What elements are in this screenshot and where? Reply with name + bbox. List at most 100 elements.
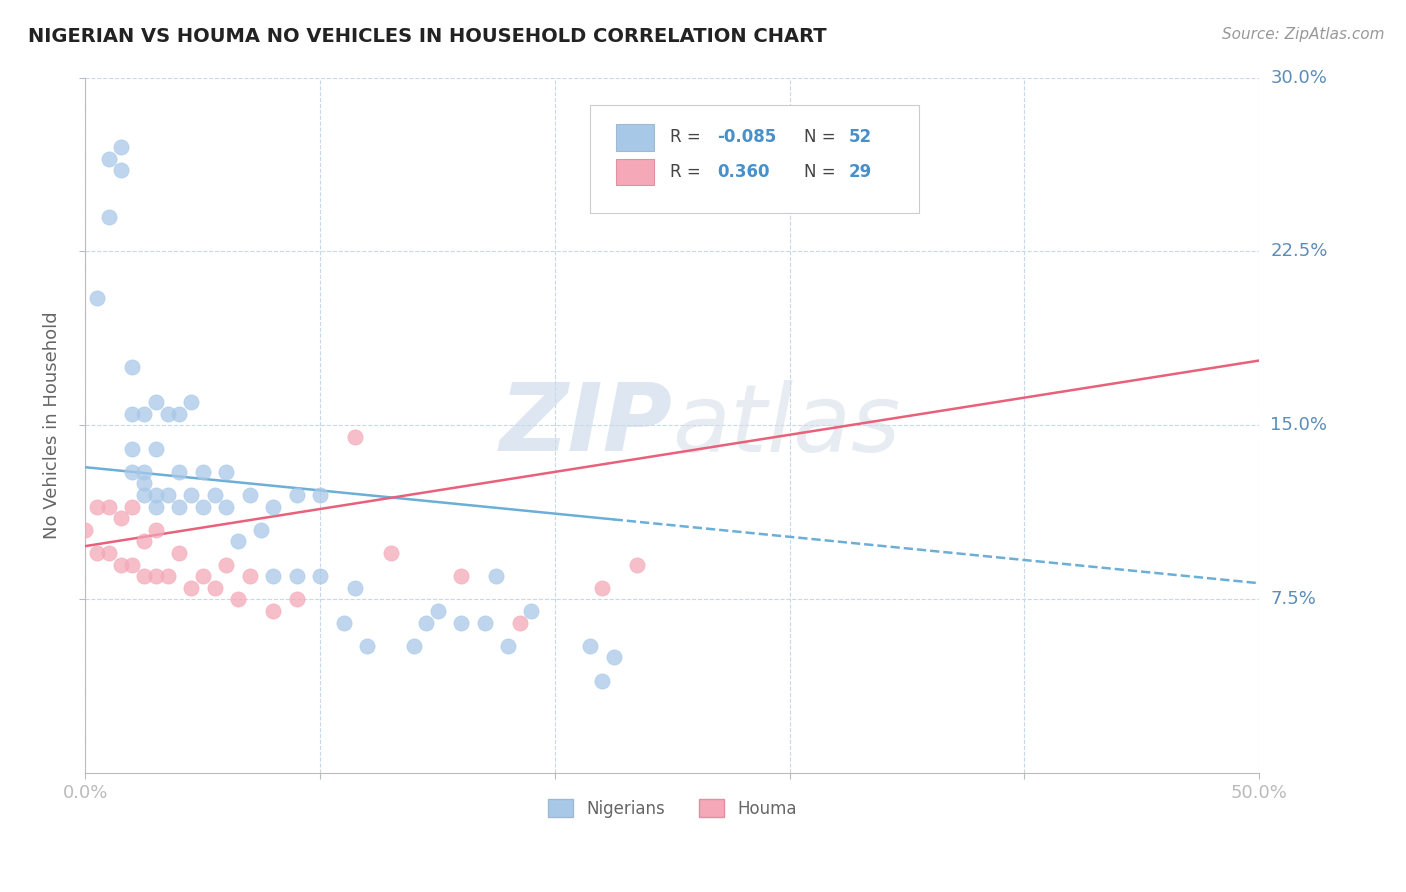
Point [97, 152, 120, 166]
Point [121, 360, 143, 375]
Point [496, 639, 519, 653]
Text: 22.5%: 22.5% [1271, 243, 1327, 260]
Point [121, 558, 143, 572]
Point [145, 523, 167, 537]
Text: N =: N = [804, 163, 841, 181]
Point [380, 546, 402, 560]
Point [485, 569, 508, 583]
Point [215, 500, 238, 514]
Text: 29: 29 [848, 163, 872, 181]
Point [450, 615, 472, 630]
Bar [616, 124, 654, 151]
Text: R =: R = [671, 163, 706, 181]
Bar [616, 159, 654, 186]
Point [169, 500, 191, 514]
Legend: Nigerians, Houma: Nigerians, Houma [541, 793, 803, 824]
Point [204, 581, 226, 595]
Point [309, 488, 332, 502]
Point [145, 569, 167, 583]
Point [110, 558, 132, 572]
Point [239, 569, 262, 583]
Point [110, 140, 132, 154]
Point [191, 465, 214, 479]
Point [75, 523, 97, 537]
Point [97, 500, 120, 514]
Point [404, 639, 426, 653]
Text: NIGERIAN VS HOUMA NO VEHICLES IN HOUSEHOLD CORRELATION CHART: NIGERIAN VS HOUMA NO VEHICLES IN HOUSEHO… [28, 27, 827, 45]
Point [285, 569, 308, 583]
Point [474, 615, 496, 630]
Text: 30.0%: 30.0% [1271, 69, 1327, 87]
Point [602, 650, 624, 665]
Point [145, 395, 167, 409]
Text: R =: R = [671, 128, 706, 146]
Point [134, 407, 156, 421]
Point [509, 615, 531, 630]
Text: 52: 52 [848, 128, 872, 146]
Point [226, 592, 249, 607]
Text: Source: ZipAtlas.com: Source: ZipAtlas.com [1222, 27, 1385, 42]
Point [134, 476, 156, 491]
Point [86, 500, 108, 514]
Point [180, 581, 202, 595]
Point [591, 581, 613, 595]
Point [169, 465, 191, 479]
Point [121, 442, 143, 456]
Point [426, 604, 449, 618]
Point [97, 210, 120, 224]
Point [156, 488, 179, 502]
Point [169, 407, 191, 421]
Point [180, 395, 202, 409]
Point [110, 511, 132, 525]
FancyBboxPatch shape [591, 105, 920, 213]
Point [591, 673, 613, 688]
Point [250, 523, 273, 537]
Point [86, 291, 108, 305]
Point [145, 442, 167, 456]
Point [520, 604, 543, 618]
Point [204, 488, 226, 502]
Point [285, 488, 308, 502]
Point [121, 465, 143, 479]
Point [134, 534, 156, 549]
Point [97, 546, 120, 560]
Point [285, 592, 308, 607]
Point [134, 488, 156, 502]
Point [110, 163, 132, 178]
Point [180, 488, 202, 502]
Text: -0.085: -0.085 [717, 128, 776, 146]
Point [309, 569, 332, 583]
Point [145, 500, 167, 514]
Point [356, 639, 378, 653]
Point [262, 500, 284, 514]
Point [191, 500, 214, 514]
Point [156, 407, 179, 421]
Point [134, 465, 156, 479]
Point [415, 615, 437, 630]
Point [579, 639, 602, 653]
Point [215, 465, 238, 479]
Text: ZIP: ZIP [499, 379, 672, 472]
Point [169, 546, 191, 560]
Point [156, 569, 179, 583]
Y-axis label: No Vehicles in Household: No Vehicles in Household [44, 311, 60, 540]
Text: N =: N = [804, 128, 841, 146]
Point [191, 569, 214, 583]
Point [215, 558, 238, 572]
Point [450, 569, 472, 583]
Point [262, 604, 284, 618]
Point [134, 569, 156, 583]
Text: atlas: atlas [672, 380, 901, 471]
Text: 15.0%: 15.0% [1271, 417, 1327, 434]
Point [86, 546, 108, 560]
Text: 7.5%: 7.5% [1271, 591, 1316, 608]
Point [239, 488, 262, 502]
Point [145, 488, 167, 502]
Point [121, 407, 143, 421]
Point [626, 558, 648, 572]
Point [344, 581, 367, 595]
Point [226, 534, 249, 549]
Point [121, 500, 143, 514]
Point [262, 569, 284, 583]
Point [332, 615, 354, 630]
